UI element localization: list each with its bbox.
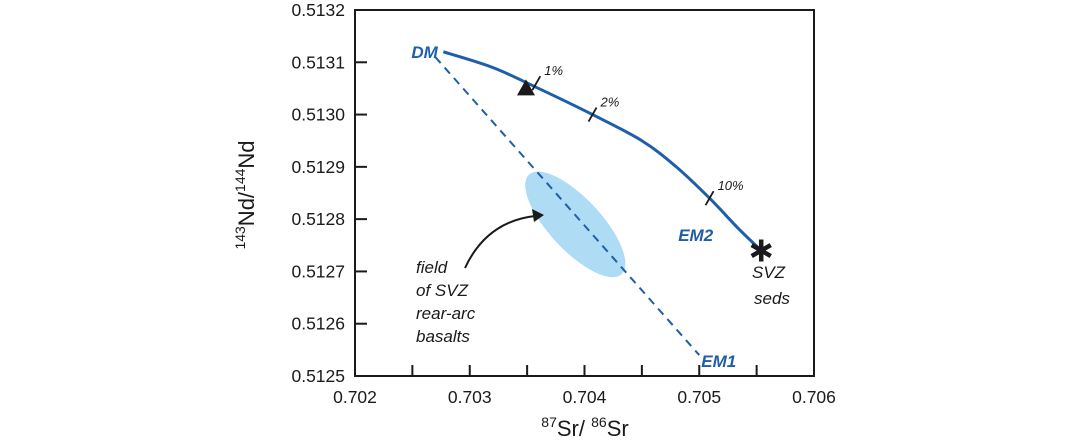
y-tick-label: 0.5131 [291, 52, 345, 72]
y-axis-ticks [355, 61, 367, 325]
y-axis-title-sup1: 143 [232, 226, 248, 250]
y-tick-label: 0.5130 [291, 105, 345, 125]
mixing-curve-dm-svz-seds [442, 50, 763, 252]
mixing-tick-label: 10% [718, 178, 744, 193]
svz-seds-label-line2: seds [754, 289, 790, 308]
x-axis-title-sup2: 86 [591, 414, 607, 430]
triangle-marker [516, 79, 535, 96]
svz-seds-label-line1: SVZ [752, 263, 786, 282]
y-axis-title-base2: Nd [234, 140, 259, 168]
x-tick-label: 0.703 [448, 387, 492, 407]
mixing-line-dm-em1 [434, 56, 700, 356]
mixing-tick [587, 107, 598, 123]
y-axis-tick-labels: 0.5125 0.5126 0.5127 0.5128 0.5129 0.5130 0.51… [291, 0, 345, 386]
y-axis-title-sup2: 144 [232, 168, 248, 192]
field-label-line1: field [416, 258, 448, 277]
endmember-label-dm: DM [411, 43, 438, 62]
x-axis-ticks [411, 365, 758, 376]
mixing-tick [704, 190, 715, 206]
mixing-tick-label: 2% [600, 95, 620, 110]
y-axis-title: 143Nd/144Nd [232, 140, 259, 249]
endmember-label-em2: EM2 [678, 226, 714, 245]
y-tick-label: 0.5132 [291, 0, 345, 20]
y-tick-label: 0.5128 [291, 209, 345, 229]
field-arrow [464, 215, 536, 269]
field-arrow-head [532, 209, 544, 222]
mixing-tick [531, 75, 542, 91]
y-tick-label: 0.5129 [291, 157, 345, 177]
x-tick-label: 0.702 [333, 387, 377, 407]
field-label-line2: of SVZ [416, 281, 469, 300]
x-axis-title-sup1: 87 [541, 414, 557, 430]
mixing-percent-ticks: 1% 2% 10% [531, 63, 744, 206]
asterisk-icon [750, 239, 772, 262]
mixing-tick-label: 1% [544, 63, 563, 78]
endmember-label-em1: EM1 [701, 352, 736, 371]
x-axis-tick-labels: 0.702 0.703 0.704 0.705 0.706 [333, 387, 836, 407]
y-tick-label: 0.5125 [291, 366, 345, 386]
x-tick-label: 0.704 [563, 387, 607, 407]
asterisk-stroke [750, 243, 772, 258]
x-tick-label: 0.705 [677, 387, 721, 407]
y-tick-label: 0.5126 [291, 314, 345, 334]
field-label-line4: basalts [416, 327, 470, 346]
x-axis-title-base2: Sr [607, 416, 629, 441]
x-axis-title-base1: Sr/ [557, 416, 591, 441]
y-tick-label: 0.5127 [291, 261, 345, 281]
x-axis-title: 87Sr/ 86Sr [541, 414, 628, 441]
y-axis-title-base1: Nd/ [234, 191, 259, 226]
field-label-line3: rear-arc [416, 304, 476, 323]
svz-rear-arc-basalt-field [525, 171, 626, 278]
x-tick-label: 0.706 [792, 387, 836, 407]
